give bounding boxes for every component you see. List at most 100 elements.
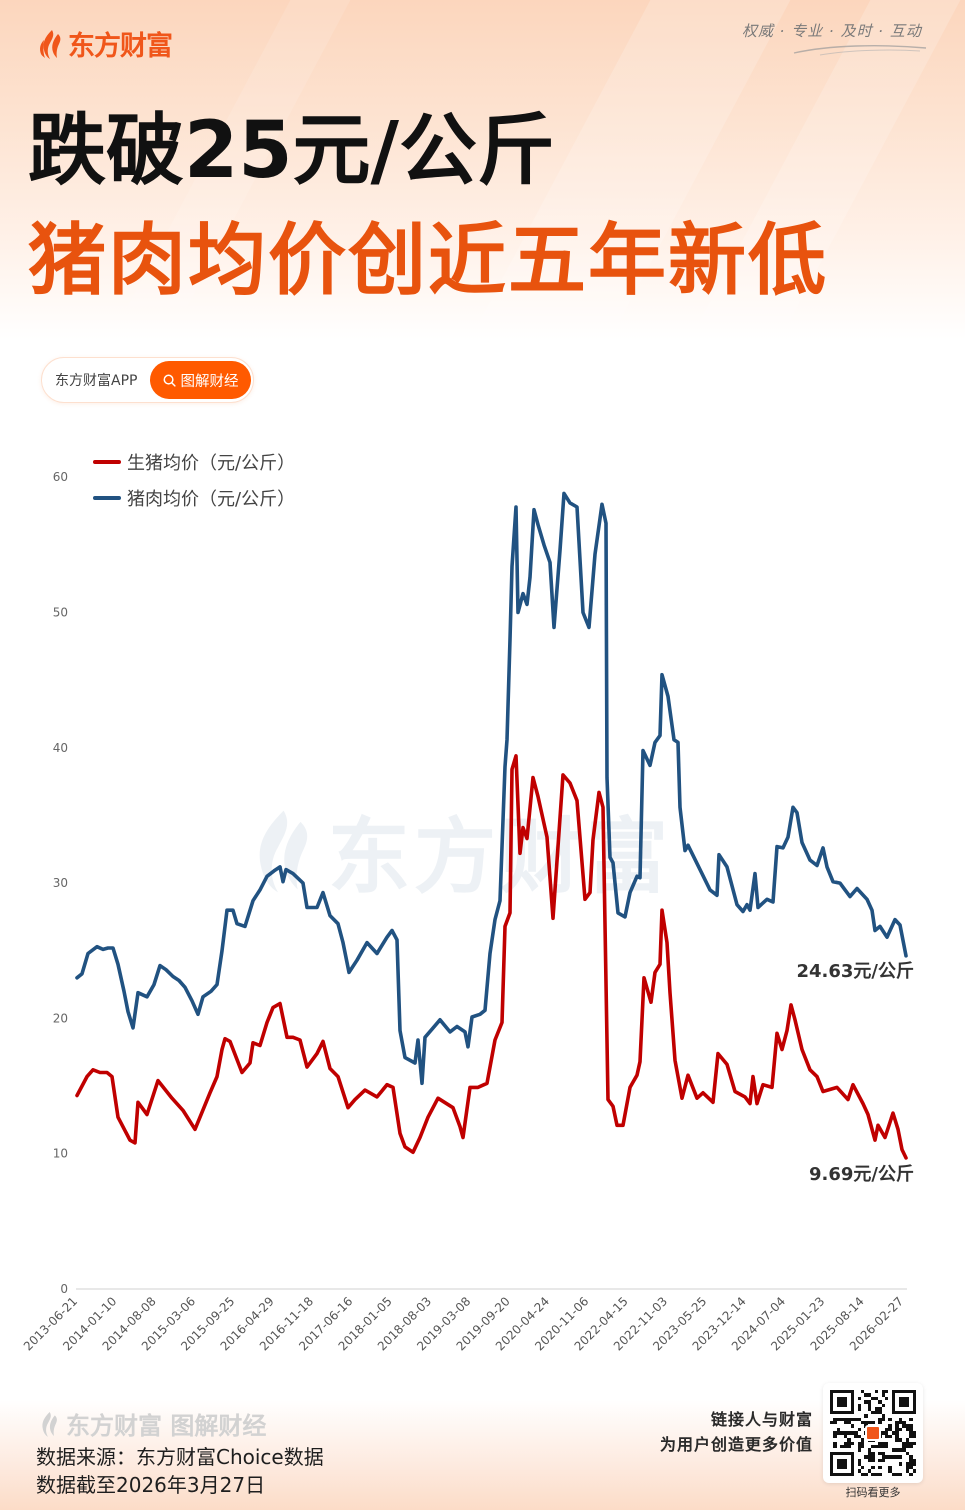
legend-item-hog[interactable]: 生猪均价（元/公斤） xyxy=(93,444,295,480)
qr-module xyxy=(891,1396,896,1401)
qr-module xyxy=(850,1465,855,1470)
qr-module xyxy=(830,1455,834,1459)
qr-module xyxy=(881,1445,886,1449)
qr-module xyxy=(898,1396,903,1401)
qr-module xyxy=(881,1417,886,1421)
qr-module xyxy=(850,1458,855,1463)
legend-label: 生猪均价（元/公斤） xyxy=(127,453,296,474)
app-badge-label: 东方财富APP xyxy=(55,373,138,389)
qr-module xyxy=(867,1393,872,1397)
qr-module xyxy=(850,1431,855,1435)
qr-module xyxy=(871,1410,875,1415)
qr-module xyxy=(840,1417,844,1421)
y-tick-label: 20 xyxy=(53,1011,68,1025)
qr-module xyxy=(878,1445,882,1449)
qr-module xyxy=(878,1472,882,1476)
qr-module xyxy=(867,1451,872,1456)
qr-module xyxy=(912,1396,916,1401)
hog-end-value-label: 9.69元/公斤 xyxy=(809,1164,914,1185)
qr-module xyxy=(857,1448,861,1452)
qr-module xyxy=(850,1462,855,1466)
qr-caption: 扫码看更多 xyxy=(845,1486,901,1499)
qr-module xyxy=(847,1445,851,1449)
qr-module xyxy=(905,1469,910,1473)
qr-module xyxy=(898,1420,903,1425)
flame-logo-icon xyxy=(40,29,61,59)
graphic-finance-button[interactable]: 图解财经 xyxy=(150,361,251,399)
qr-module xyxy=(878,1465,882,1470)
qr-code[interactable] xyxy=(823,1383,923,1483)
qr-module xyxy=(912,1462,916,1466)
qr-module xyxy=(847,1410,851,1415)
qr-module xyxy=(874,1396,879,1401)
legend-swatch-red xyxy=(93,460,121,464)
qr-module xyxy=(833,1410,837,1415)
qr-module xyxy=(902,1448,906,1452)
qr-module xyxy=(850,1451,855,1456)
qr-module xyxy=(881,1403,886,1408)
qr-module xyxy=(830,1458,834,1463)
qr-module xyxy=(830,1420,834,1425)
qr-module xyxy=(836,1427,841,1432)
qr-module xyxy=(843,1441,848,1446)
qr-module xyxy=(843,1410,848,1415)
qr-module xyxy=(867,1455,872,1459)
qr-module xyxy=(864,1455,868,1459)
data-source: 数据来源：东方财富Choice数据 xyxy=(36,1445,324,1469)
qr-module xyxy=(843,1417,848,1421)
y-tick-label: 60 xyxy=(53,470,68,484)
qr-module xyxy=(854,1431,858,1435)
qr-module xyxy=(871,1458,875,1463)
qr-module xyxy=(909,1458,913,1463)
qr-module xyxy=(912,1407,916,1411)
legend-item-pork[interactable]: 猪肉均价（元/公斤） xyxy=(93,480,295,516)
qr-module xyxy=(909,1445,913,1449)
qr-module xyxy=(867,1469,872,1473)
qr-module xyxy=(891,1455,896,1459)
qr-module xyxy=(909,1455,913,1459)
qr-module xyxy=(857,1403,861,1408)
qr-module xyxy=(860,1438,865,1442)
qr-module xyxy=(850,1390,855,1394)
headline-line1: 跌破25元/公斤 xyxy=(28,106,556,196)
qr-module xyxy=(850,1393,855,1397)
qr-module xyxy=(902,1424,906,1428)
qr-module xyxy=(864,1393,868,1397)
y-tick-label: 10 xyxy=(53,1147,68,1161)
qr-module xyxy=(888,1465,892,1470)
qr-module xyxy=(891,1407,896,1411)
qr-module xyxy=(888,1455,892,1459)
app-badge[interactable]: 东方财富APP 图解财经 xyxy=(41,357,254,403)
qr-module xyxy=(830,1403,834,1408)
qr-module xyxy=(888,1434,892,1439)
qr-module xyxy=(902,1396,906,1401)
qr-module xyxy=(881,1455,886,1459)
qr-module xyxy=(843,1431,848,1435)
qr-module xyxy=(912,1410,916,1415)
qr-module xyxy=(867,1420,872,1425)
qr-module xyxy=(878,1458,882,1463)
qr-code-pattern xyxy=(830,1390,916,1476)
qr-module xyxy=(902,1410,906,1415)
qr-module xyxy=(871,1451,875,1456)
qr-module xyxy=(830,1469,834,1473)
y-tick-label: 0 xyxy=(60,1282,68,1296)
qr-module xyxy=(847,1451,851,1456)
qr-module xyxy=(909,1465,913,1470)
qr-module xyxy=(850,1472,855,1476)
qr-module xyxy=(905,1445,910,1449)
qr-module xyxy=(843,1465,848,1470)
footer-logo-text: 东方财富 图解财经 xyxy=(66,1412,267,1440)
qr-module xyxy=(898,1403,903,1408)
qr-module xyxy=(830,1451,834,1456)
qr-module xyxy=(885,1427,889,1432)
qr-module xyxy=(909,1434,913,1439)
qr-module xyxy=(895,1424,899,1428)
qr-module xyxy=(881,1431,886,1435)
qr-module xyxy=(871,1445,875,1449)
qr-module xyxy=(888,1469,892,1473)
qr-module xyxy=(905,1427,910,1432)
qr-module xyxy=(847,1390,851,1394)
qr-module xyxy=(909,1427,913,1432)
